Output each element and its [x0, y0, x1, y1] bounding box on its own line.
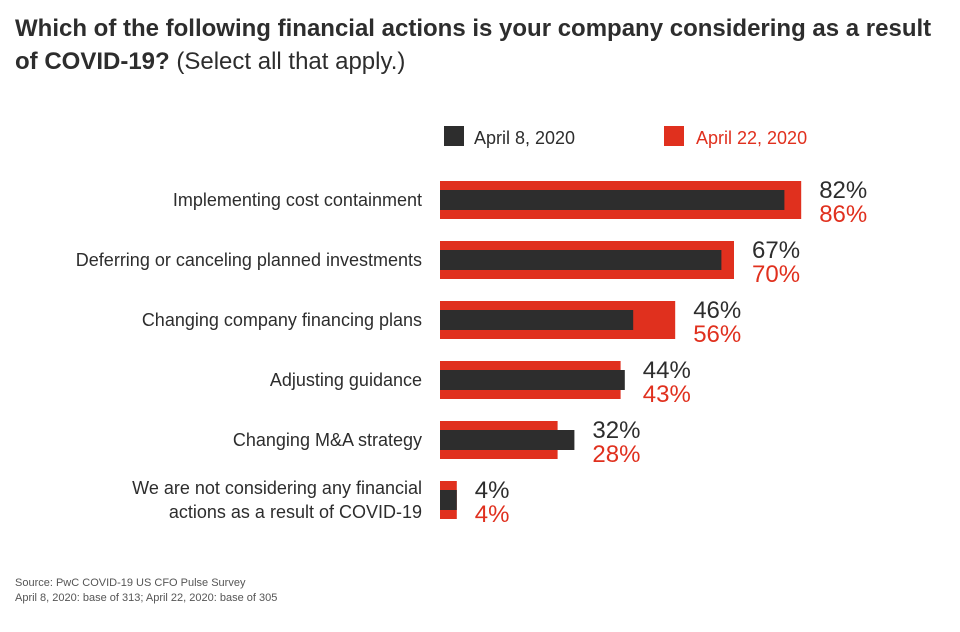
value-label-april-8: 4%	[475, 477, 510, 504]
value-label-april-22: 4%	[475, 501, 510, 528]
chart-title-note: (Select all that apply.)	[176, 48, 406, 75]
bar-april-8	[440, 430, 575, 450]
chart-title: Which of the following financial actions…	[15, 12, 950, 78]
chart-title-main: Which of the following financial actions…	[15, 15, 932, 75]
base-note: April 8, 2020: base of 313; April 22, 20…	[15, 592, 278, 604]
value-label-april-8: 44%	[643, 357, 691, 384]
value-label-april-22: 56%	[693, 321, 741, 348]
bar-april-8	[440, 370, 625, 390]
category-label: Adjusting guidance	[270, 370, 422, 390]
category-label: Changing M&A strategy	[233, 430, 422, 450]
bar-april-8	[440, 310, 634, 330]
bar-april-8	[440, 250, 722, 270]
bar-april-8	[440, 190, 785, 210]
value-label-april-22: 86%	[819, 201, 867, 228]
value-label-april-22: 43%	[643, 381, 691, 408]
value-label-april-8: 46%	[693, 297, 741, 324]
category-label: actions as a result of COVID-19	[169, 502, 422, 522]
category-label: Changing company financing plans	[142, 310, 422, 330]
category-label: We are not considering any financial	[132, 478, 422, 498]
value-label-april-8: 82%	[819, 177, 867, 204]
source-line: Source: PwC COVID-19 US CFO Pulse Survey	[15, 577, 246, 589]
category-label: Implementing cost containment	[173, 190, 422, 210]
category-label: Deferring or canceling planned investmen…	[76, 250, 422, 270]
value-label-april-8: 32%	[592, 417, 640, 444]
legend-label-april-22: April 22, 2020	[696, 128, 807, 148]
legend-swatch-april-22	[664, 126, 684, 146]
bar-april-8	[440, 490, 457, 510]
value-label-april-22: 70%	[752, 261, 800, 288]
value-label-april-22: 28%	[592, 441, 640, 468]
legend-label-april-8: April 8, 2020	[474, 128, 575, 148]
legend-swatch-april-8	[444, 126, 464, 146]
value-label-april-8: 67%	[752, 237, 800, 264]
